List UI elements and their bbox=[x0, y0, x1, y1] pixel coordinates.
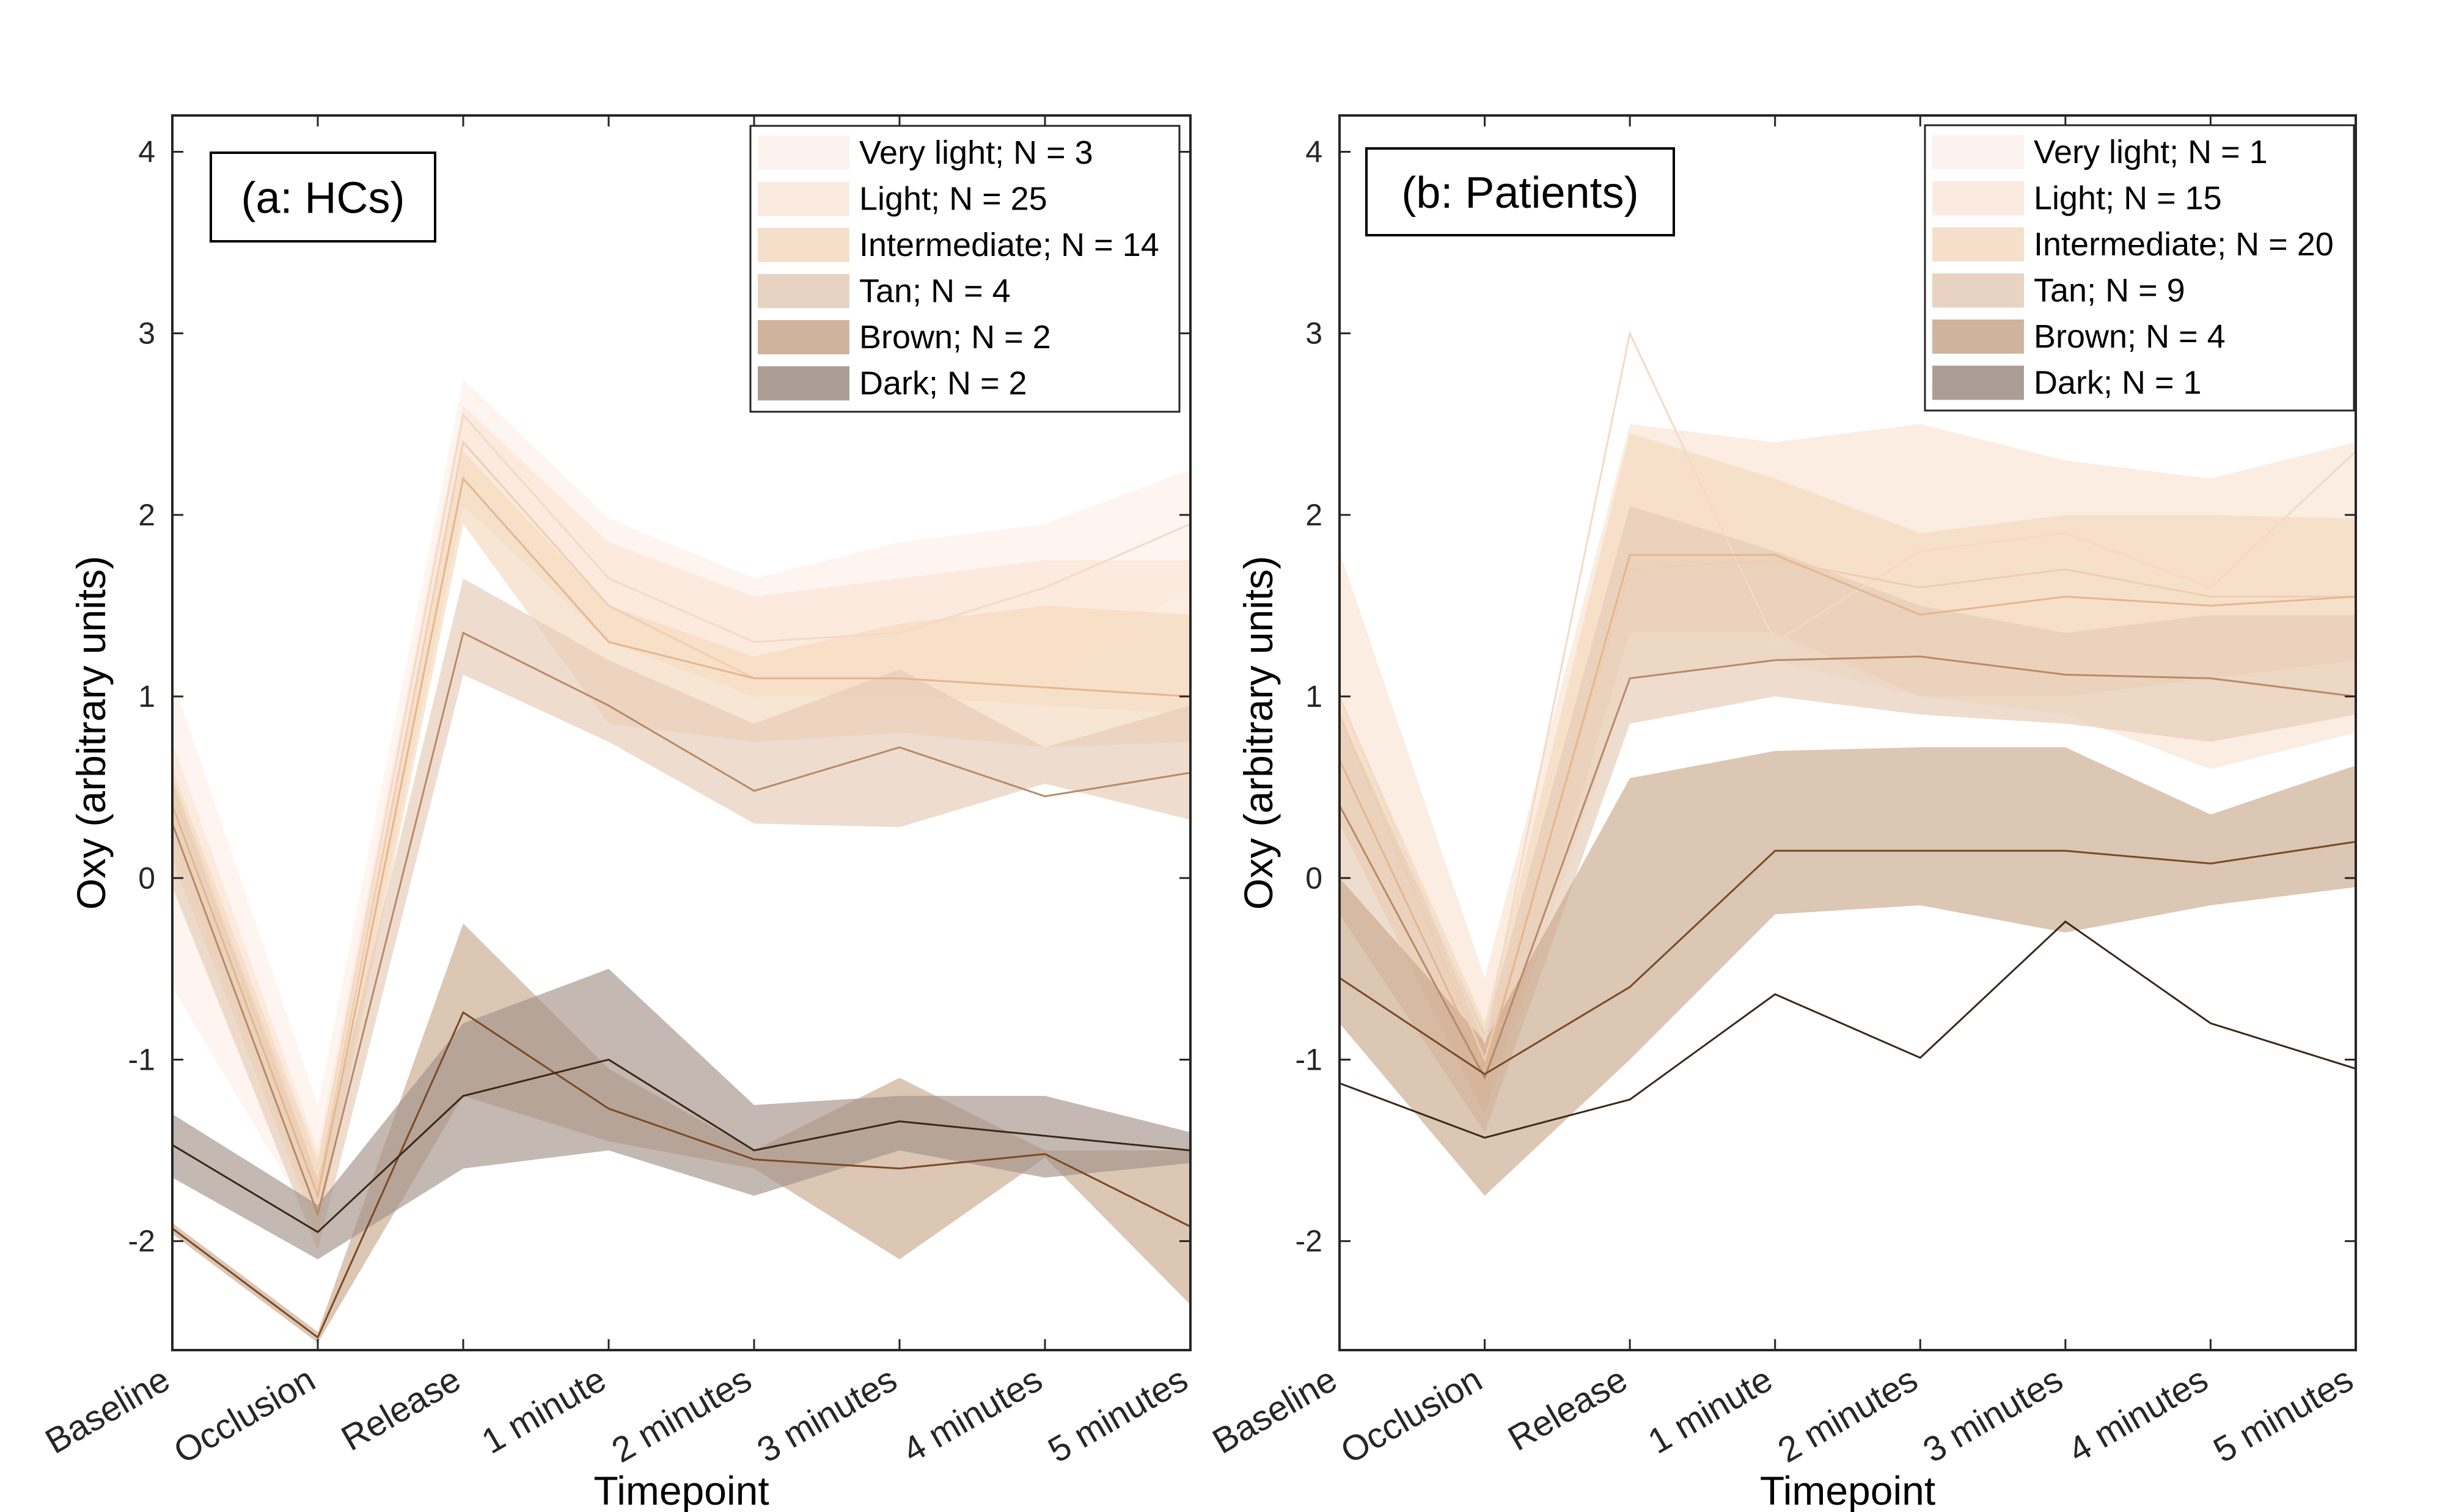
legend-swatch-2 bbox=[1932, 227, 2024, 261]
panel-label-box bbox=[210, 152, 436, 243]
y-tick-label: 4 bbox=[138, 134, 155, 169]
y-tick-label: 1 bbox=[1305, 679, 1322, 714]
legend-swatch-0 bbox=[758, 136, 849, 170]
legend-label-1: Light; N = 15 bbox=[2034, 180, 2222, 217]
legend-swatch-2 bbox=[758, 228, 849, 262]
series-line-3 bbox=[171, 631, 1191, 1218]
x-tick-label: 2 minutes bbox=[1772, 1359, 1924, 1470]
legend-label-2: Intermediate; N = 14 bbox=[859, 227, 1159, 263]
x-tick-label: Release bbox=[1501, 1359, 1634, 1459]
error-band-1 bbox=[172, 406, 1190, 1223]
legend-label-0: Very light; N = 3 bbox=[859, 134, 1093, 171]
y-tick-label: -1 bbox=[1296, 1042, 1322, 1076]
x-tick-label: 5 minutes bbox=[2207, 1359, 2359, 1470]
legend-label-2: Intermediate; N = 20 bbox=[2034, 226, 2334, 263]
legend-label-1: Light; N = 25 bbox=[859, 181, 1047, 217]
y-tick-label: -1 bbox=[128, 1042, 155, 1076]
legend-swatch-5 bbox=[758, 366, 849, 401]
x-tick-label: 1 minute bbox=[475, 1359, 612, 1462]
panel-label: (a: HCs) bbox=[241, 174, 405, 223]
legend-box bbox=[749, 125, 1181, 413]
series-line-3 bbox=[1338, 656, 2356, 1080]
legend-swatch-3 bbox=[758, 274, 849, 309]
axes-box bbox=[171, 114, 1192, 1351]
legend-swatch-4 bbox=[1932, 320, 2024, 354]
x-tick-label: 3 minutes bbox=[750, 1359, 903, 1470]
x-axis-title: Timepoint bbox=[1760, 1468, 1935, 1512]
y-tick-label: 1 bbox=[138, 679, 155, 714]
legend-swatch-3 bbox=[1932, 273, 2024, 308]
legend-label-3: Tan; N = 9 bbox=[2034, 272, 2185, 309]
y-tick-label: 0 bbox=[138, 861, 155, 895]
y-tick-label: -2 bbox=[1296, 1224, 1322, 1258]
legend-swatch-1 bbox=[758, 181, 849, 216]
x-tick-label: 5 minutes bbox=[1041, 1359, 1194, 1470]
series-line-0 bbox=[171, 413, 1191, 1172]
legend-label-0: Very light; N = 1 bbox=[2034, 134, 2268, 170]
x-tick-label: Occlusion bbox=[167, 1359, 321, 1472]
x-tick-label: 1 minute bbox=[1641, 1359, 1779, 1462]
error-band-5 bbox=[172, 968, 1190, 1260]
legend-label-4: Brown; N = 4 bbox=[2034, 318, 2226, 355]
y-tick-label: -2 bbox=[128, 1224, 155, 1258]
y-tick-label: 4 bbox=[1305, 134, 1322, 169]
legend-swatch-0 bbox=[1932, 135, 2024, 169]
error-band-2 bbox=[1340, 433, 2356, 1114]
legend-label-3: Tan; N = 4 bbox=[859, 273, 1011, 310]
y-tick-label: 2 bbox=[1305, 498, 1322, 532]
x-tick-label: 4 minutes bbox=[896, 1359, 1049, 1470]
series-line-2 bbox=[171, 477, 1191, 1199]
legend-swatch-1 bbox=[1932, 181, 2024, 216]
legend-label-4: Brown; N = 2 bbox=[859, 319, 1051, 356]
error-band-2 bbox=[172, 451, 1190, 1232]
series-line-5 bbox=[172, 1058, 1191, 1233]
series-line-0 bbox=[1338, 330, 2357, 1045]
panel-label: (b: Patients) bbox=[1401, 169, 1638, 217]
x-tick-label: Baseline bbox=[1206, 1359, 1343, 1462]
x-tick-label: 4 minutes bbox=[2062, 1359, 2215, 1470]
y-axis-title: Oxy (arbitrary units) bbox=[68, 556, 114, 910]
series-line-1 bbox=[1338, 559, 2356, 1062]
x-tick-label: 2 minutes bbox=[605, 1359, 758, 1470]
series-line-5 bbox=[1339, 920, 2356, 1139]
axes-box bbox=[1338, 114, 2357, 1351]
series-line-2 bbox=[1338, 553, 2356, 1072]
x-axis-title: Timepoint bbox=[593, 1468, 769, 1512]
error-band-3 bbox=[1340, 505, 2356, 1133]
legend-swatch-4 bbox=[758, 320, 849, 354]
x-tick-label: 3 minutes bbox=[1916, 1359, 2069, 1470]
y-tick-label: 3 bbox=[138, 316, 155, 351]
x-tick-label: Occlusion bbox=[1334, 1359, 1489, 1472]
x-tick-label: Release bbox=[335, 1359, 467, 1459]
error-band-4 bbox=[1340, 747, 2356, 1196]
legend: Very light; N = 1 Light; N = 15 Intermedia… bbox=[1924, 124, 2355, 412]
error-band-3 bbox=[172, 578, 1190, 1251]
legend-label-5: Dark; N = 1 bbox=[2034, 365, 2202, 401]
x-tick-label: Baseline bbox=[38, 1359, 176, 1462]
series-line-4 bbox=[172, 1010, 1191, 1339]
panel-label-box bbox=[1365, 147, 1675, 236]
legend-label-5: Dark; N = 2 bbox=[859, 365, 1027, 402]
legend-box bbox=[1924, 124, 2355, 412]
legend: Very light; N = 3 Light; N = 25 Intermedia… bbox=[749, 125, 1181, 413]
series-line-4 bbox=[1339, 841, 2356, 1076]
legend-swatch-5 bbox=[1932, 365, 2024, 400]
y-tick-label: 2 bbox=[138, 498, 155, 532]
y-tick-label: 0 bbox=[1305, 861, 1322, 895]
y-axis-title: Oxy (arbitrary units) bbox=[1236, 556, 1281, 910]
y-tick-label: 3 bbox=[1305, 316, 1322, 351]
